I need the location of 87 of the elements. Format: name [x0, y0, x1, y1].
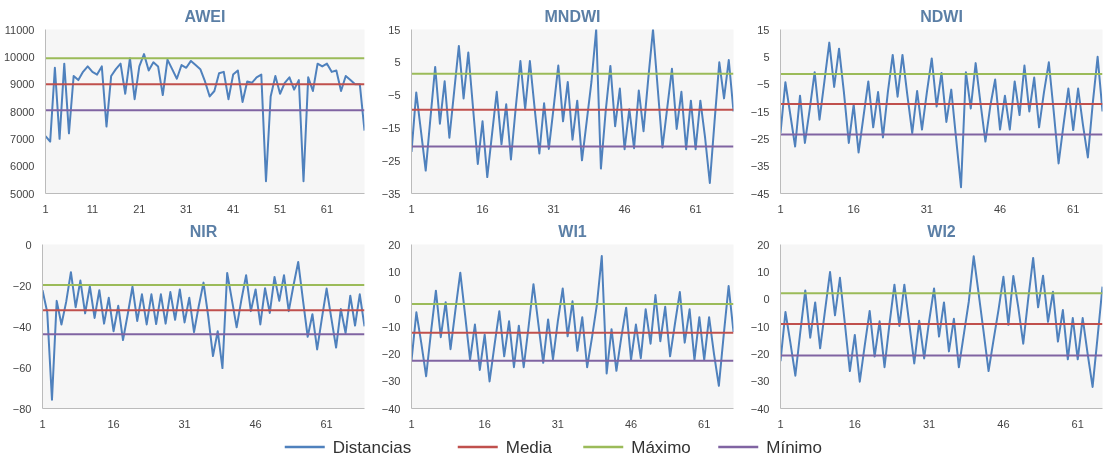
line-series	[780, 41, 1103, 189]
y-tick-label: 11000	[4, 23, 35, 36]
x-tick-label: 31	[551, 417, 564, 430]
y-tick-label: −40	[750, 402, 770, 415]
y-tick-label: −35	[381, 187, 401, 200]
y-tick-label: 0	[763, 293, 770, 306]
x-tick-label: 41	[227, 202, 240, 215]
y-tick-label: −25	[750, 132, 770, 145]
x-tick-label: 16	[847, 202, 860, 215]
y-tick-label: 15	[757, 23, 770, 36]
line-series	[780, 255, 1103, 388]
y-tick-label: −30	[381, 375, 401, 388]
x-tick-label: 31	[923, 417, 936, 430]
y-tick-label: −15	[750, 105, 770, 118]
x-tick-label: 31	[920, 202, 933, 215]
x-tick-label: 61	[320, 417, 333, 430]
x-tick-label: 31	[180, 202, 193, 215]
y-tick-label: −40	[381, 402, 401, 415]
y-tick-label: 5000	[10, 187, 35, 200]
x-tick-label: 61	[689, 202, 702, 215]
y-tick-label: 5	[394, 56, 401, 69]
y-tick-label: 20	[757, 238, 770, 251]
x-tick-label: 16	[107, 417, 120, 430]
x-tick-label: 16	[848, 417, 861, 430]
line-series	[411, 254, 734, 387]
x-tick-label: 31	[178, 417, 191, 430]
legend-label: Mínimo	[766, 437, 822, 457]
x-tick-label: 16	[478, 417, 491, 430]
y-tick-label: −30	[750, 375, 770, 388]
y-tick-label: −10	[750, 320, 770, 333]
x-tick-label: 46	[997, 417, 1010, 430]
y-tick-label: 10	[757, 265, 770, 278]
x-tick-label: 51	[273, 202, 287, 215]
chart-title: NDWI	[920, 7, 963, 25]
chart-title: WI1	[558, 222, 587, 240]
y-tick-label: −5	[387, 89, 401, 102]
x-tick-label: 61	[698, 417, 711, 430]
chart-title: NIR	[189, 222, 218, 240]
y-tick-label: −35	[750, 160, 770, 173]
x-tick-label: 46	[624, 417, 638, 430]
x-tick-label: 1	[408, 417, 415, 430]
legend-label: Máximo	[631, 437, 691, 457]
x-tick-label: 1	[42, 202, 49, 215]
x-tick-label: 1	[777, 202, 784, 215]
x-tick-label: 21	[133, 202, 146, 215]
x-tick-label: 61	[320, 202, 334, 215]
y-tick-label: −45	[750, 187, 770, 200]
x-tick-label: 61	[1067, 202, 1080, 215]
chart-title: AWEI	[184, 7, 226, 25]
y-tick-label: −25	[381, 154, 401, 167]
y-tick-label: 10000	[3, 50, 35, 63]
y-tick-label: −40	[12, 320, 32, 333]
line-series	[45, 53, 365, 183]
y-tick-label: −80	[12, 402, 32, 415]
y-tick-label: −20	[12, 279, 32, 292]
y-tick-label: −60	[12, 361, 32, 374]
y-tick-label: 5	[763, 50, 770, 63]
x-tick-label: 11	[86, 202, 99, 215]
y-tick-label: 9000	[10, 78, 35, 91]
line-series	[42, 260, 365, 401]
y-tick-label: −20	[750, 347, 770, 360]
line-series	[411, 29, 734, 184]
x-tick-label: 16	[476, 202, 489, 215]
x-tick-label: 1	[777, 417, 784, 430]
x-tick-label: 1	[39, 417, 46, 430]
legend-label: Media	[505, 437, 553, 457]
chart-title: WI2	[927, 222, 956, 240]
y-tick-label: 0	[25, 238, 32, 251]
y-tick-label: −10	[381, 320, 401, 333]
chart-title: MNDWI	[544, 7, 601, 25]
legend-label: Distancias	[332, 437, 412, 457]
y-tick-label: 6000	[10, 160, 35, 173]
y-tick-label: 20	[388, 238, 401, 251]
x-tick-label: 31	[547, 202, 560, 215]
x-tick-label: 46	[249, 417, 262, 430]
y-tick-label: 15	[388, 23, 401, 36]
y-tick-label: 7000	[10, 132, 35, 145]
x-tick-label: 46	[993, 202, 1007, 215]
y-tick-label: −20	[381, 347, 401, 360]
y-tick-label: −15	[381, 121, 401, 134]
x-tick-label: 46	[618, 202, 631, 215]
y-tick-label: 8000	[10, 105, 35, 118]
y-tick-label: 0	[394, 293, 401, 306]
x-tick-label: 1	[408, 202, 415, 215]
y-tick-label: −5	[756, 78, 770, 91]
x-tick-label: 61	[1071, 417, 1084, 430]
y-tick-label: 10	[388, 265, 401, 278]
